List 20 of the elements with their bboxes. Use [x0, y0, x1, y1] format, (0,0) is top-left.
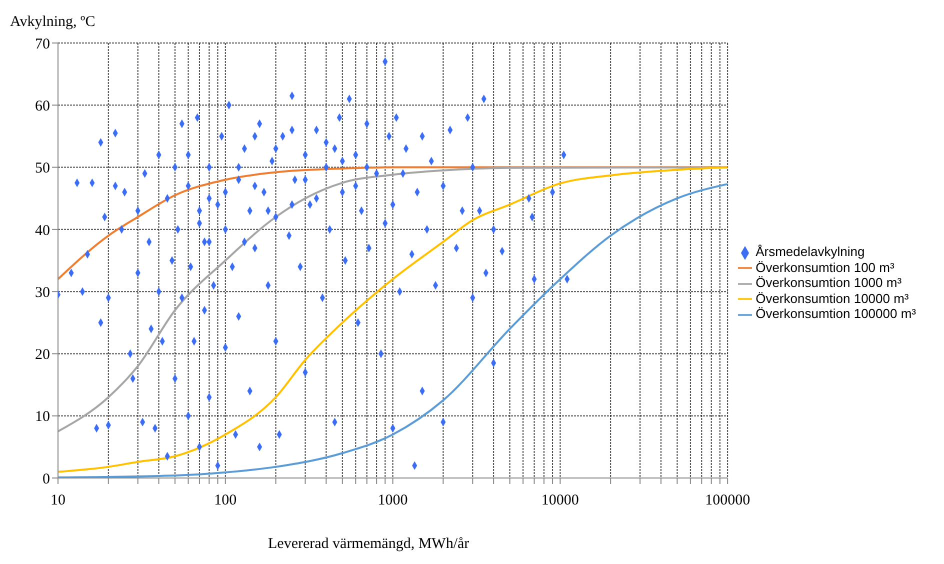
legend-label: Överkonsumtion 100 m³: [756, 260, 894, 275]
x-axis-title: Levererad värmemängd, MWh/år: [268, 536, 470, 553]
y-tick-label: 50: [35, 160, 50, 177]
y-tick-label: 30: [35, 284, 50, 301]
legend-label: Överkonsumtion 100000 m³: [756, 306, 916, 322]
y-tick-label: 40: [35, 222, 50, 239]
legend-label: Årsmedelavkylning: [756, 244, 865, 260]
x-tick-label: 100: [214, 492, 237, 509]
x-tick-label: 10: [50, 492, 66, 509]
y-tick-label: 70: [35, 36, 50, 52]
y-tick-label: 20: [35, 347, 50, 364]
y-tick-label: 10: [35, 409, 50, 426]
y-axis-title: Avkylning, ºC: [10, 14, 96, 31]
y-tick-label: 60: [35, 98, 50, 114]
legend-label: Överkonsumtion 1000 m³: [756, 275, 902, 290]
x-tick-label: 10000: [541, 492, 579, 509]
x-tick-label: 1000: [378, 492, 408, 509]
legend-label: Överkonsumtion 10000 m³: [756, 290, 909, 306]
x-tick-label: 100000: [705, 492, 750, 509]
y-tick-label: 0: [42, 471, 50, 488]
